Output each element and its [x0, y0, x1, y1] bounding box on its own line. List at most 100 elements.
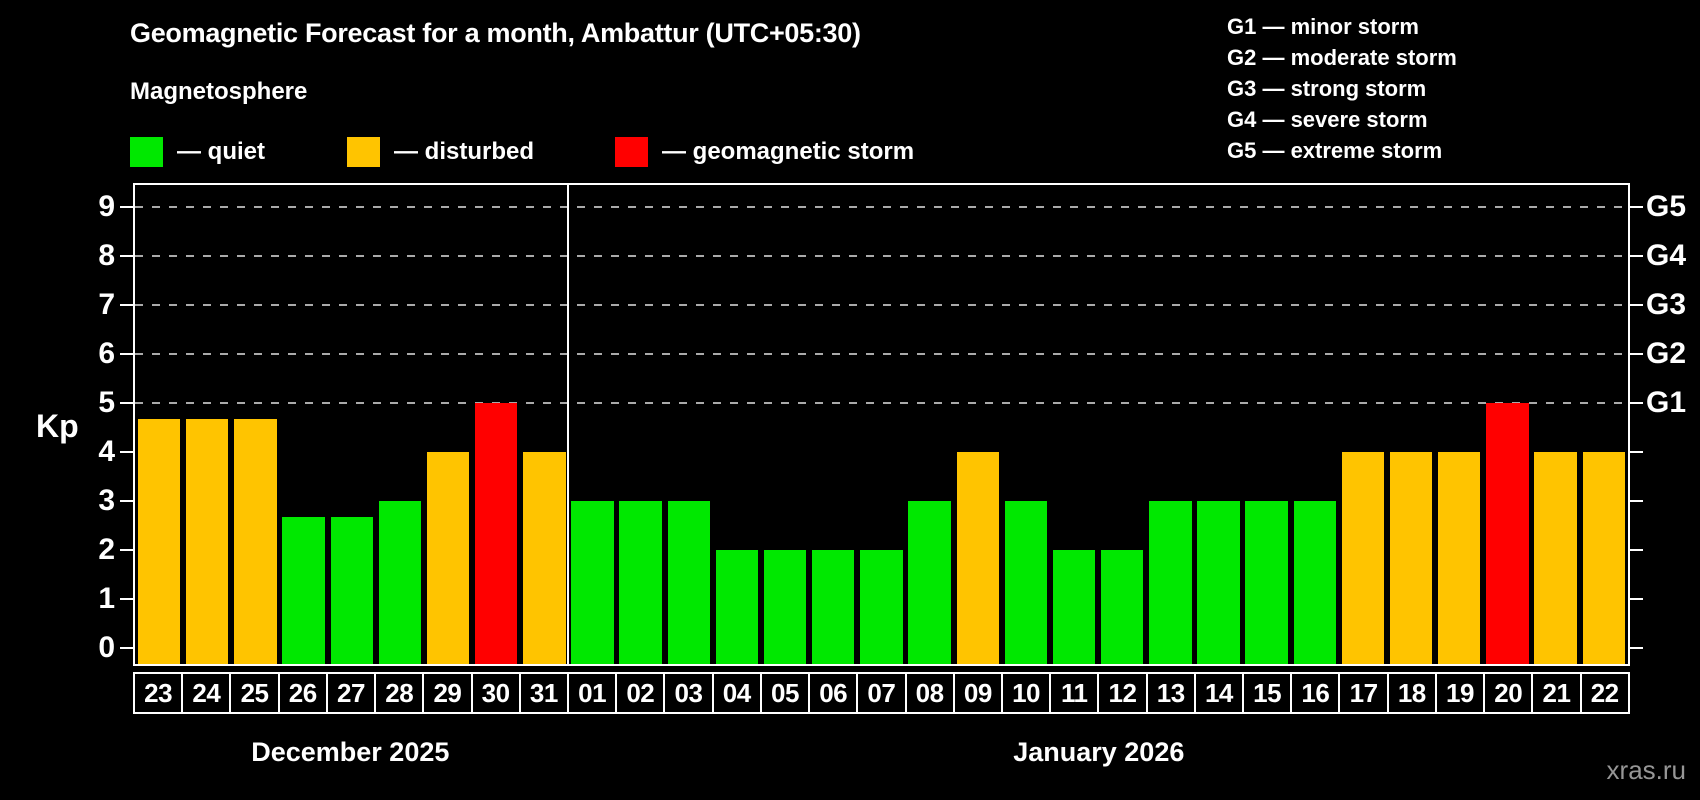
day-cell-28: 28	[374, 672, 425, 714]
y-axis-tick-left-1	[120, 598, 133, 600]
day-cell-20: 20	[1483, 672, 1534, 714]
bar-january-07	[860, 550, 903, 664]
day-cell-31: 31	[518, 672, 569, 714]
g-legend-item-g3: G3 — strong storm	[1227, 76, 1427, 101]
day-cell-01: 01	[566, 672, 618, 714]
bar-slot-20	[1483, 185, 1531, 664]
month-divider-line	[567, 185, 570, 664]
bar-slot-01	[568, 185, 616, 664]
y-axis-tick-right-1	[1630, 598, 1643, 600]
y-axis-tick-right-8	[1630, 255, 1643, 257]
day-cell-06: 06	[808, 672, 859, 714]
bar-january-18	[1389, 452, 1433, 664]
y-axis-label-8: 8	[98, 239, 115, 272]
gridline-kp8	[135, 255, 1628, 257]
bar-january-01	[571, 501, 614, 664]
bar-december-31	[523, 452, 566, 664]
bar-slot-14	[1194, 185, 1242, 664]
day-cell-19: 19	[1434, 672, 1486, 714]
y-axis-label-5: 5	[98, 386, 115, 419]
watermark: xras.ru	[1606, 755, 1686, 785]
g-axis-label-g4: G4	[1646, 239, 1687, 272]
g-axis-label-g1: G1	[1646, 386, 1687, 419]
day-cell-29: 29	[422, 672, 473, 714]
day-cell-09: 09	[952, 672, 1003, 714]
storm-swatch-icon	[615, 137, 648, 167]
bar-slot-19	[1435, 185, 1483, 664]
legend-item-storm: — geomagnetic storm	[615, 136, 914, 168]
y-axis-label-7: 7	[98, 288, 115, 321]
bar-january-21	[1534, 452, 1577, 664]
day-cell-05: 05	[759, 672, 811, 714]
y-axis-label-3: 3	[98, 484, 115, 517]
bar-december-29	[426, 452, 470, 664]
bar-december-24	[186, 419, 229, 664]
bar-slot-22	[1580, 185, 1628, 664]
y-axis-label-0: 0	[98, 631, 115, 664]
g-scale-legend: G1 — minor storm G2 — moderate storm G3 …	[1227, 11, 1457, 166]
gridline-kp7	[135, 304, 1628, 306]
bar-january-10	[1004, 501, 1048, 664]
legend-label-storm: — geomagnetic storm	[662, 138, 915, 165]
day-cell-10: 10	[1000, 672, 1052, 714]
y-axis-label-9: 9	[98, 190, 115, 223]
bar-january-20	[1486, 403, 1529, 664]
g-legend-item-g4: G4 — severe storm	[1227, 107, 1428, 132]
y-axis-tick-right-7	[1630, 304, 1643, 306]
bar-january-16	[1293, 501, 1337, 664]
y-axis-tick-left-7	[120, 304, 133, 306]
day-cell-15: 15	[1242, 672, 1293, 714]
day-cell-03: 03	[663, 672, 714, 714]
disturbed-swatch-icon	[347, 137, 380, 167]
day-cell-21: 21	[1531, 672, 1582, 714]
bar-december-27	[330, 517, 373, 664]
bar-december-23	[137, 419, 181, 664]
day-cell-07: 07	[856, 672, 907, 714]
g-legend-item-g1: G1 — minor storm	[1227, 14, 1419, 39]
day-cell-25: 25	[229, 672, 280, 714]
y-axis-tick-left-8	[120, 255, 133, 257]
bar-slot-07	[857, 185, 905, 664]
day-cell-24: 24	[181, 672, 232, 714]
bar-slot-09	[954, 185, 1002, 664]
day-cell-02: 02	[615, 672, 666, 714]
bar-december-30	[474, 403, 518, 664]
kp-chart-plot-area: 0 1 2 3 4 5 6 7 8 9 G1 G2 G3 G4 G5	[98, 183, 1686, 666]
y-axis-tick-left-5	[120, 402, 133, 404]
day-axis-row: 23 24 25 26 27 28 29 30 31 01 02 03 04 05 06 07 08 09 10 11…	[133, 672, 1630, 714]
y-axis-tick-left-0	[120, 647, 133, 649]
bar-january-06	[812, 550, 855, 664]
bar-slot-06	[809, 185, 857, 664]
y-axis-title: Kp	[36, 408, 79, 444]
y-axis-tick-right-9	[1630, 206, 1643, 208]
bar-january-15	[1245, 501, 1288, 664]
legend-label-quiet: — quiet	[177, 138, 265, 165]
y-axis-label-1: 1	[98, 582, 115, 615]
bar-slot-08	[906, 185, 954, 664]
y-axis-tick-left-3	[120, 500, 133, 502]
bar-slot-02	[617, 185, 665, 664]
month-label-december: December 2025	[251, 737, 450, 767]
bar-january-14	[1197, 501, 1240, 664]
bar-january-09	[956, 452, 999, 664]
bar-january-03	[667, 501, 710, 664]
bar-slot-04	[713, 185, 761, 664]
day-cell-22: 22	[1579, 672, 1630, 714]
gridline-kp9	[135, 206, 1628, 208]
day-cell-27: 27	[325, 672, 377, 714]
bar-slot-13	[1146, 185, 1194, 664]
y-axis-tick-left-4	[120, 451, 133, 453]
y-axis-label-4: 4	[98, 435, 115, 468]
bar-slot-21	[1532, 185, 1580, 664]
y-axis-tick-right-3	[1630, 500, 1643, 502]
bar-slot-16	[1291, 185, 1339, 664]
bars-container	[135, 185, 1628, 664]
bar-slot-03	[665, 185, 713, 664]
day-cell-30: 30	[470, 672, 521, 714]
y-axis-tick-left-2	[120, 549, 133, 551]
bar-january-08	[908, 501, 951, 664]
day-cell-08: 08	[904, 672, 955, 714]
bar-december-26	[282, 517, 325, 664]
day-cell-17: 17	[1338, 672, 1389, 714]
